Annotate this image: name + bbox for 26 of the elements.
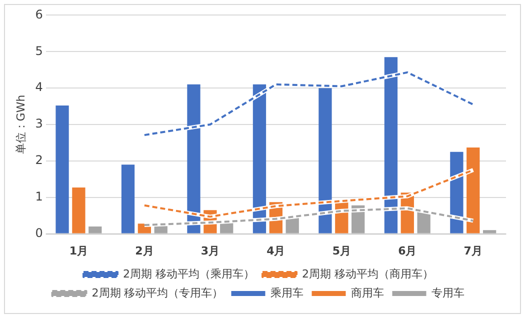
legend-label: 专用车 [432, 286, 465, 300]
bar [56, 106, 69, 234]
y-tick-label: 6 [35, 7, 43, 22]
bar [72, 188, 86, 234]
y-tick-label: 3 [35, 116, 43, 131]
bar [88, 226, 102, 234]
x-tick-label: 1月 [69, 244, 88, 258]
legend-label: 2周期 移动平均（商用车） [302, 267, 434, 280]
y-tick-label: 1 [35, 189, 43, 204]
y-tick-label: 4 [35, 80, 43, 94]
y-tick-label: 5 [35, 44, 43, 58]
x-tick-label: 5月 [332, 244, 351, 258]
legend-label: 商用车 [351, 286, 384, 300]
legend-label: 乘用车 [270, 286, 304, 300]
y-tick-label: 2 [35, 153, 43, 168]
x-tick-label: 7月 [464, 244, 482, 258]
y-axis-title: 单位：GWh [14, 94, 28, 154]
x-tick-label: 6月 [398, 244, 417, 258]
bar [482, 230, 496, 234]
bar [121, 164, 135, 234]
x-tick-label: 4月 [266, 244, 286, 258]
x-tick-label: 2月 [135, 244, 154, 258]
legend-label: 2周期 移动平均（乘用车） [123, 267, 255, 280]
legend-label: 2周期 移动平均（专用车） [92, 286, 224, 300]
y-tick-label: 0 [35, 226, 43, 240]
x-tick-label: 3月 [200, 244, 220, 258]
